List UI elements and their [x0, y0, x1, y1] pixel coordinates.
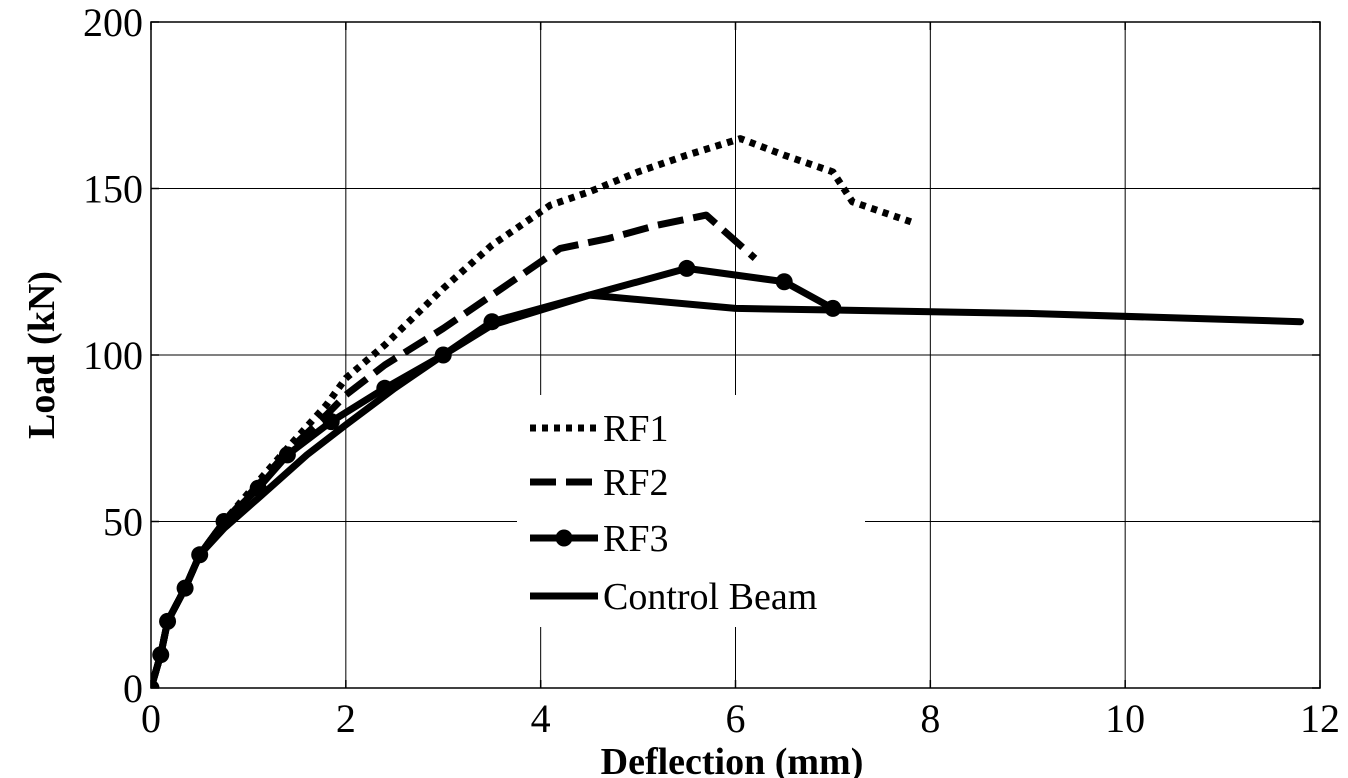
- x-tick-label: 2: [336, 696, 356, 741]
- y-tick-label: 150: [83, 167, 143, 212]
- series-line-rf2: [151, 211, 758, 688]
- series-layer: [151, 135, 1304, 688]
- legend: RF1 RF2 RF3 Control Beam: [517, 395, 865, 627]
- y-tick-label: 50: [103, 500, 143, 545]
- legend-label-rf1: RF1: [603, 408, 668, 450]
- legend-box: [517, 395, 865, 627]
- series-point-rf3: [775, 273, 793, 291]
- legend-label-control-beam: Control Beam: [603, 576, 817, 618]
- tick-labels: 0 2 4 6 8 10 12 0 50 100 150 200: [83, 0, 1340, 741]
- legend-label-rf2: RF2: [603, 462, 668, 504]
- series-line-rf1: [151, 135, 913, 688]
- x-axis-title: Deflection (mm): [601, 741, 864, 778]
- legend-marker-rf3: [555, 529, 573, 547]
- y-axis-title: Load (kN): [21, 271, 63, 439]
- x-tick-label: 8: [920, 696, 940, 741]
- x-tick-label: 6: [726, 696, 746, 741]
- x-tick-label: 4: [531, 696, 551, 741]
- series-point-rf3: [376, 379, 394, 397]
- legend-label-rf3: RF3: [603, 518, 668, 560]
- x-tick-label: 12: [1300, 696, 1340, 741]
- series-point-rf3: [824, 299, 842, 317]
- series-point-rf3: [678, 259, 696, 277]
- x-tick-label: 0: [141, 696, 161, 741]
- y-tick-label: 100: [83, 333, 143, 378]
- x-tick-label: 10: [1105, 696, 1145, 741]
- y-tick-label: 200: [83, 0, 143, 45]
- y-tick-label: 0: [123, 666, 143, 711]
- series-point-rf3: [434, 346, 452, 364]
- series-point-rf3: [483, 313, 501, 331]
